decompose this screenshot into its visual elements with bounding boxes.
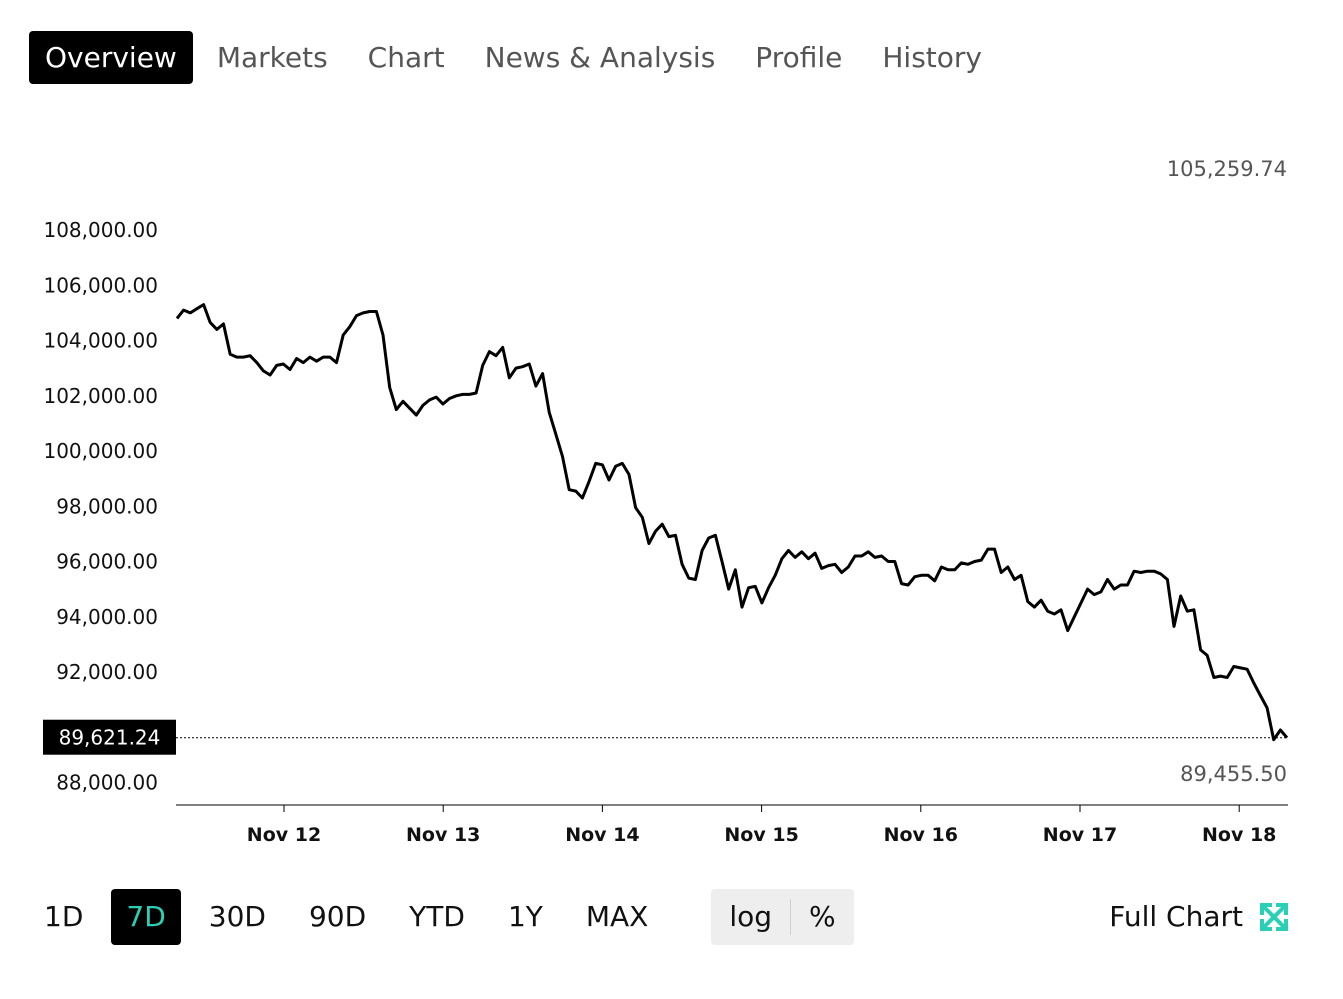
range-1y-button[interactable]: 1Y: [507, 900, 543, 933]
full-chart-button[interactable]: Full Chart: [1109, 889, 1289, 945]
percent-scale-toggle[interactable]: %: [809, 900, 836, 933]
tab-history[interactable]: History: [882, 41, 982, 74]
range-ytd-button[interactable]: YTD: [409, 900, 465, 933]
x-axis: Nov 12 Nov 13 Nov 14 Nov 15 Nov 16 Nov 17 Nov …: [176, 804, 1288, 846]
x-tick-label: Nov 17: [1043, 824, 1117, 846]
toggle-divider: [790, 899, 792, 935]
x-tick-label: Nov 18: [1202, 824, 1276, 846]
y-tick-label: 108,000.00: [43, 218, 158, 242]
y-axis: 108,000.00 106,000.00 104,000.00 102,000.00…: [43, 218, 158, 795]
current-price-label: 89,621.24: [59, 726, 161, 750]
tab-news-analysis[interactable]: News & Analysis: [484, 41, 716, 74]
y-tick-label: 102,000.00: [43, 384, 158, 408]
y-tick-label: 106,000.00: [43, 273, 158, 297]
log-scale-toggle[interactable]: log: [729, 900, 773, 933]
range-7d-button[interactable]: 7D: [111, 889, 181, 945]
y-tick-label: 94,000.00: [56, 605, 158, 629]
low-value-label: 89,455.50: [1180, 762, 1287, 786]
y-tick-label: 96,000.00: [56, 550, 158, 574]
expand-icon: [1260, 903, 1288, 931]
y-tick-label: 104,000.00: [43, 329, 158, 353]
high-value-label: 105,259.74: [1167, 157, 1287, 181]
range-90d-button[interactable]: 90D: [308, 900, 367, 933]
chart-controls: 1D 7D 30D 90D YTD 1Y MAX log %: [29, 889, 854, 945]
y-tick-label: 92,000.00: [56, 660, 158, 684]
x-tick-label: Nov 14: [565, 824, 639, 846]
y-tick-label: 100,000.00: [43, 439, 158, 463]
scale-toggle-group: log %: [711, 889, 854, 945]
x-tick-label: Nov 16: [884, 824, 958, 846]
range-30d-button[interactable]: 30D: [208, 900, 266, 933]
range-max-button[interactable]: MAX: [585, 900, 649, 933]
x-tick-label: Nov 12: [247, 824, 321, 846]
range-1d-button[interactable]: 1D: [44, 900, 84, 933]
y-tick-label: 88,000.00: [56, 771, 158, 795]
x-tick-label: Nov 13: [406, 824, 480, 846]
price-line: [175, 303, 1289, 742]
nav-tabs: Overview Markets Chart News & Analysis P…: [29, 31, 1006, 84]
full-chart-label: Full Chart: [1109, 900, 1243, 933]
tab-markets[interactable]: Markets: [216, 41, 328, 74]
y-tick-label: 98,000.00: [56, 494, 158, 518]
tab-overview[interactable]: Overview: [29, 31, 193, 84]
x-tick-label: Nov 15: [724, 824, 798, 846]
price-chart[interactable]: 108,000.00 106,000.00 104,000.00 102,000.00…: [0, 0, 1343, 880]
tab-profile[interactable]: Profile: [755, 41, 843, 74]
current-price-badge: [43, 719, 176, 755]
tab-chart[interactable]: Chart: [367, 41, 445, 74]
